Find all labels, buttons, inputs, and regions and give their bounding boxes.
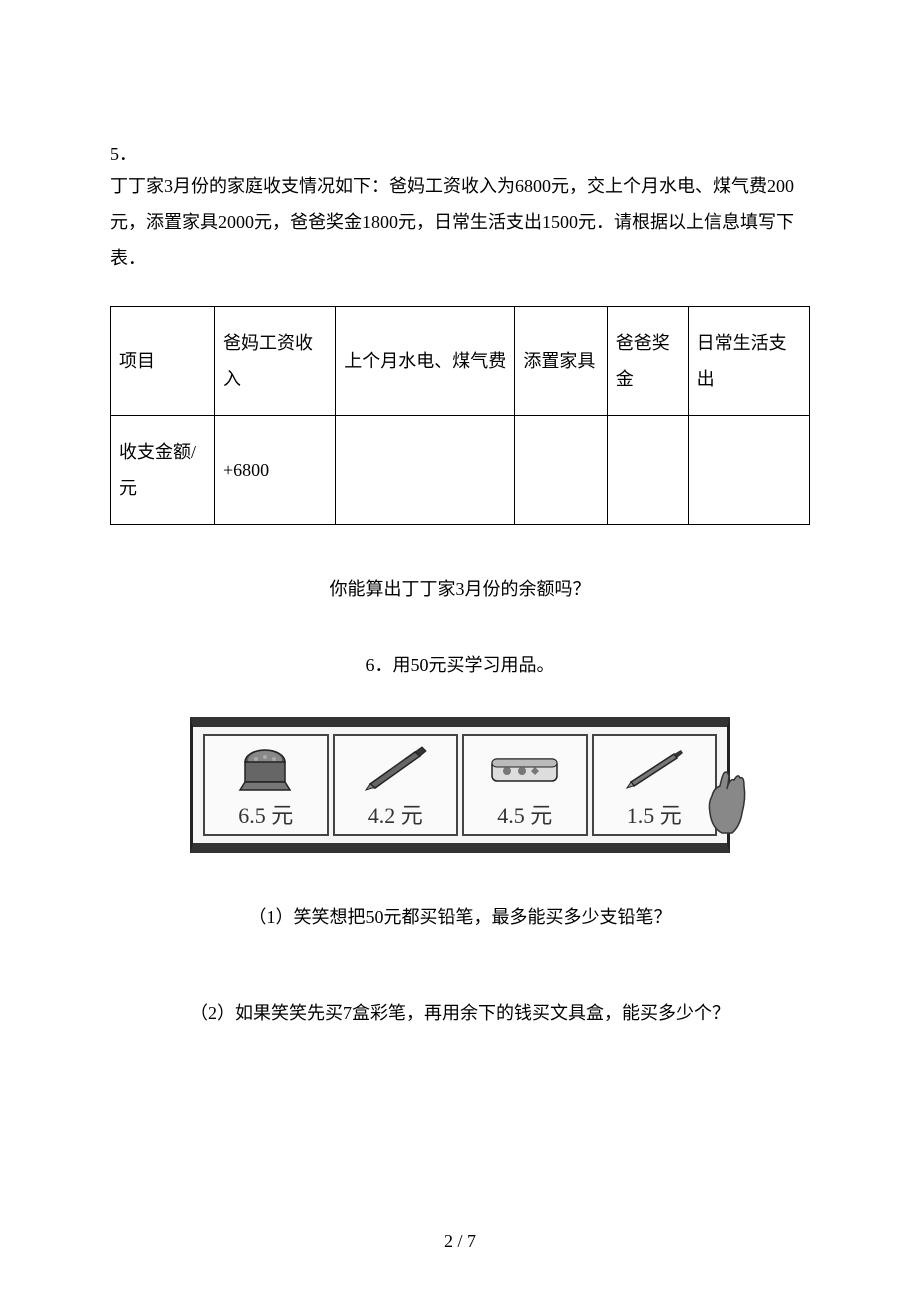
page-number: 2 / 7 xyxy=(0,1231,920,1252)
header-item: 项目 xyxy=(111,307,215,416)
crayon-price: 6.5 元 xyxy=(238,798,293,830)
supplies-display: 6.5 元 4.2 元 xyxy=(190,717,730,853)
header-salary: 爸妈工资收入 xyxy=(214,307,335,416)
pen-price: 4.2 元 xyxy=(368,798,423,830)
supply-pencil-case: 4.5 元 xyxy=(462,734,588,836)
supply-pen: 4.2 元 xyxy=(333,734,459,836)
question-6-title: 6．用50元买学习用品。 xyxy=(110,651,810,677)
table-value-row: 收支金额/元 +6800 xyxy=(111,416,810,525)
supply-crayon-box: 6.5 元 xyxy=(203,734,329,836)
crayon-box-icon xyxy=(209,744,323,794)
pen-icon xyxy=(339,744,453,794)
value-daily xyxy=(688,416,809,525)
row-label: 收支金额/元 xyxy=(111,416,215,525)
value-furniture xyxy=(515,416,607,525)
question-5-text: 丁丁家3月份的家庭收支情况如下：爸妈工资收入为6800元，交上个月水电、煤气费2… xyxy=(110,168,810,276)
income-expense-table: 项目 爸妈工资收入 上个月水电、煤气费 添置家具 爸爸奖金 日常生活支出 收支金… xyxy=(110,306,810,525)
supplies-frame: 6.5 元 4.2 元 xyxy=(190,717,730,853)
header-bonus: 爸爸奖金 xyxy=(607,307,688,416)
question-5-number: 5． xyxy=(110,140,810,166)
header-furniture: 添置家具 xyxy=(515,307,607,416)
pencil-case-icon xyxy=(468,744,582,794)
header-utilities: 上个月水电、煤气费 xyxy=(336,307,515,416)
value-utilities xyxy=(336,416,515,525)
table-header-row: 项目 爸妈工资收入 上个月水电、煤气费 添置家具 爸爸奖金 日常生活支出 xyxy=(111,307,810,416)
hand-icon xyxy=(692,758,752,838)
header-daily: 日常生活支出 xyxy=(688,307,809,416)
question-6-sub1: （1）笑笑想把50元都买铅笔，最多能买多少支铅笔？ xyxy=(110,903,810,929)
pencil-case-price: 4.5 元 xyxy=(497,798,552,830)
question-5-followup: 你能算出丁丁家3月份的余额吗？ xyxy=(110,575,810,601)
value-bonus xyxy=(607,416,688,525)
pencil-price: 1.5 元 xyxy=(627,798,682,830)
question-6-sub2: （2）如果笑笑先买7盒彩笔，再用余下的钱买文具盒，能买多少个？ xyxy=(110,999,810,1025)
value-salary: +6800 xyxy=(214,416,335,525)
